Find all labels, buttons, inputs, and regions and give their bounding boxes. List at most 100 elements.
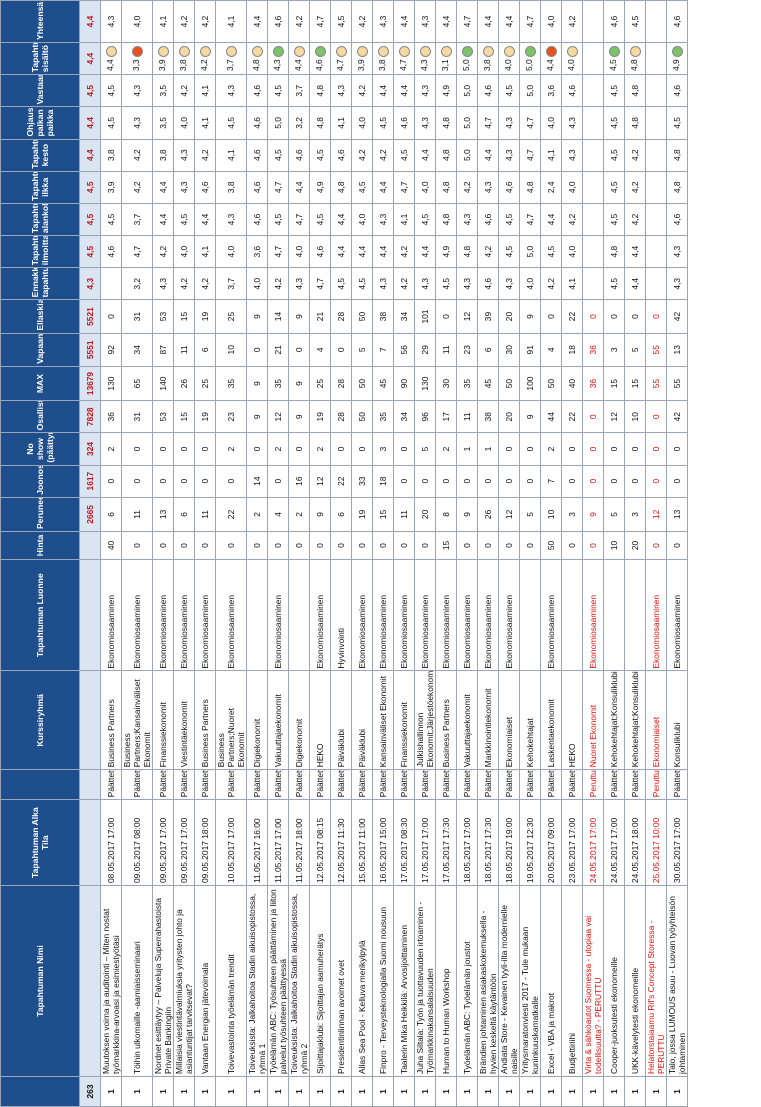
- rating-cell: 4,4: [288, 171, 310, 204]
- table-row: 1 Yritysmaratonviesti 2017 - Tule mukaan …: [519, 0, 541, 1107]
- course-group: Päiväklubi: [330, 671, 352, 770]
- event-status: Päättety: [519, 769, 541, 800]
- rating-cell: 4,0: [288, 235, 310, 268]
- summary-joonosa: 1617: [79, 465, 101, 498]
- summary-ellaskia: 5521: [79, 299, 101, 334]
- event-date: 11.05.2017 18:00: [288, 799, 310, 886]
- course-group: Ekonomiaiset: [645, 671, 667, 770]
- rating-value: 4,3: [179, 149, 189, 161]
- max: 55: [666, 366, 688, 401]
- event-status: Päättety: [666, 769, 688, 800]
- cancelled: 3: [624, 497, 646, 532]
- column-header: Kurssiryhmä: [0, 671, 80, 770]
- rating-cell: 4,5: [603, 139, 625, 172]
- rating-value: 4,1: [399, 213, 409, 226]
- cancelled: 19: [351, 497, 373, 532]
- rating-value: 4,5: [609, 181, 619, 194]
- participants: 53: [152, 400, 174, 433]
- rating-value: 4,7: [525, 117, 535, 129]
- event-status: Päättety: [372, 769, 394, 800]
- course-group: Vakuuttajaekonomit: [456, 671, 478, 770]
- rating-value: 4,8: [315, 117, 325, 129]
- events-table: Tapahtuman Nimi Tapahtuman Alka Tila Kurss…: [0, 0, 688, 1107]
- rating-value: 4,3: [567, 117, 577, 129]
- price: 0: [121, 531, 153, 560]
- rating-value: 4,5: [609, 84, 619, 97]
- column-header: Yhteensä: [0, 0, 80, 43]
- participants: 19: [194, 400, 216, 433]
- rating-value: 4,5: [609, 278, 619, 290]
- rating-value: 4,4: [483, 15, 493, 28]
- rating-cell: 4,6: [267, 0, 289, 43]
- rating-value: 5,0: [462, 117, 472, 129]
- rating-value: 4,2: [200, 15, 210, 28]
- no-show: 0: [173, 432, 195, 466]
- rating-value: 4,0: [567, 245, 577, 258]
- event-name: Presidentinlinnan avoimet ovet: [330, 885, 352, 1077]
- rating-indicator-icon: [225, 46, 237, 58]
- rating-cell: 3,5: [152, 74, 174, 107]
- rating-value: 4,4: [200, 213, 210, 226]
- queue: 0: [519, 465, 541, 498]
- cancelled: 12: [498, 497, 520, 532]
- rating-cell: 4,4: [540, 203, 562, 236]
- rating-cell: 4,3: [372, 0, 394, 43]
- rating-cell: 4,2: [351, 0, 373, 43]
- rating-cell: 4,7: [519, 106, 541, 140]
- event-status: Päättety: [173, 769, 195, 800]
- event-status: Peruttu: [582, 769, 604, 800]
- summary-max: 13679: [79, 366, 101, 401]
- ellaskia: 19: [194, 299, 216, 334]
- no-show: 2: [309, 432, 331, 466]
- summary-rating: 4,4: [79, 0, 101, 43]
- max: 140: [152, 366, 174, 401]
- rating-value: 5,0: [462, 149, 472, 161]
- rating-cell: 4,5: [173, 203, 195, 236]
- queue: 12: [309, 465, 331, 498]
- rating-value: 4,4: [252, 15, 262, 28]
- course-group: Markkinointiekonomit: [477, 671, 499, 770]
- rating-cell: 5,0: [519, 235, 541, 268]
- rating-cell: 4,3: [477, 171, 499, 204]
- table-row: 1 Budjettiriihi 23.05.2017 17:00 Päättety HE…: [561, 0, 583, 1107]
- rating-cell: 4,5: [309, 203, 331, 236]
- rating-cell: 4,3: [498, 139, 520, 172]
- no-show: 0: [393, 432, 415, 466]
- no-show: 0: [603, 432, 625, 466]
- price: 0: [645, 531, 667, 560]
- rating-cell: 4,0: [561, 42, 583, 75]
- price: 0: [456, 531, 478, 560]
- event-status: Päättety: [246, 769, 268, 800]
- participants: 9: [519, 400, 541, 433]
- rating-cell: 4,8: [309, 106, 331, 140]
- course-group: Julkishallinnon Ekonomit;Järjestöekonomi…: [414, 671, 436, 770]
- no-show: 3: [372, 432, 394, 466]
- max: 35: [456, 366, 478, 401]
- rating-cell: 4,3: [100, 0, 122, 43]
- ellaskia: 101: [414, 299, 436, 334]
- rating-value: 4,3: [672, 278, 682, 290]
- rating-value: 4,1: [567, 278, 577, 290]
- participants: 0: [645, 400, 667, 433]
- rating-cell: 4,5: [603, 171, 625, 204]
- event-date: 12.05.2017 08:15: [309, 799, 331, 886]
- event-status: Päättety: [624, 769, 646, 800]
- rating-cell: 5,0: [519, 42, 541, 75]
- rating-value: 4,2: [399, 278, 409, 290]
- event-date: 11.05.2017 16:00: [246, 799, 268, 886]
- rating-value: 3,6: [252, 245, 262, 258]
- max: 26: [173, 366, 195, 401]
- rating-value: 4,0: [252, 278, 262, 290]
- cancelled: 12: [645, 497, 667, 532]
- queue: 14: [246, 465, 268, 498]
- rating-cell: 4,3: [121, 106, 153, 140]
- table-row: 1 UKK-kävelytesti ekonomeille 24.05.2017 1…: [624, 0, 646, 1107]
- max: 25: [194, 366, 216, 401]
- rating-cell: 3,9: [152, 42, 174, 75]
- price: 40: [100, 531, 122, 560]
- rating-value: 4,6: [609, 15, 619, 28]
- ellaskia: 0: [582, 299, 604, 334]
- no-show: 2: [540, 432, 562, 466]
- rating-value: 4,0: [525, 278, 535, 290]
- available: 7: [372, 333, 394, 367]
